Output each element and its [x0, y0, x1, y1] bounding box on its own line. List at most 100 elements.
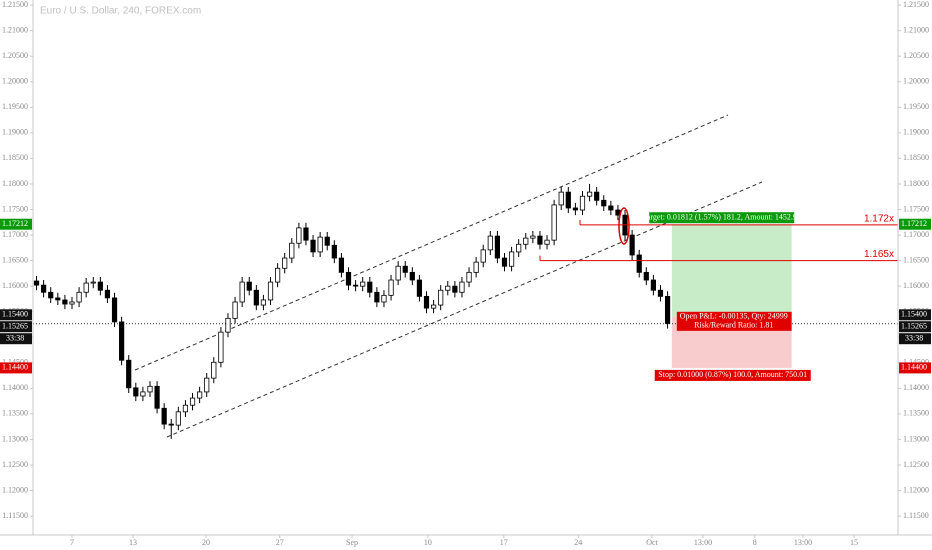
candle-body [523, 237, 529, 245]
y-tick-label: 1.17000 [903, 230, 929, 239]
candle-body [466, 271, 472, 283]
candle-body [90, 281, 96, 284]
candle-body [232, 301, 238, 319]
chart-title: Euro / U.S. Dollar, 240, FOREX.com [40, 6, 201, 17]
y-tick-label: 1.18000 [903, 179, 929, 188]
candle-body [572, 207, 578, 211]
x-tick-label: 24 [574, 538, 582, 547]
level-label: 1.172x [864, 213, 894, 224]
y-tick-label: 1.16500 [2, 255, 28, 264]
candle-body [48, 291, 54, 299]
pnl-label-box [676, 311, 792, 331]
candle-body [508, 251, 515, 267]
price-tag-box [0, 218, 32, 230]
plot-area [33, 183, 898, 439]
overlay: 1.172x 1.165x Target: 0.01812 (1.57%) 181.… [539, 212, 898, 381]
y-tick-label: 1.18500 [2, 153, 28, 162]
candle-body [565, 191, 571, 209]
y-tick-label: 1.14500 [2, 358, 28, 367]
position-zones [671, 224, 792, 368]
countdown-box [899, 333, 931, 345]
x-tick-label: 13 [129, 538, 137, 547]
x-tick-label: 10 [424, 538, 432, 547]
y-tick-label: 1.16000 [2, 281, 28, 290]
candle-body [409, 271, 415, 281]
x-tick-label: 15 [850, 538, 858, 547]
y-tick-label: 1.12000 [2, 485, 28, 494]
y-tick-label: 1.18500 [903, 153, 929, 162]
candle-body [55, 297, 61, 301]
y-tick-label: 1.17500 [2, 204, 28, 213]
candle-body [650, 279, 656, 291]
candle-body [197, 391, 203, 399]
candle-body [494, 235, 501, 259]
candle-body [289, 242, 295, 259]
price-tag-box [899, 362, 931, 374]
candle-body [636, 254, 642, 273]
candle-body [41, 284, 47, 293]
price-tag-box [899, 218, 931, 230]
highlight-ellipse [618, 207, 630, 245]
candle-body [445, 285, 451, 291]
candle-body [360, 281, 366, 287]
candle-body [395, 265, 401, 281]
candle-body [133, 387, 139, 397]
y-tick-label: 1.19000 [2, 128, 28, 137]
candle-body [310, 239, 316, 253]
y-tick-label: 1.19000 [903, 128, 929, 137]
candle-body [579, 195, 586, 211]
price-tag: 1.15265 [901, 322, 927, 331]
candle-body [530, 235, 536, 239]
price-tag-box [0, 362, 32, 374]
candle-body [558, 191, 564, 206]
candle-body [353, 284, 359, 287]
candle-body [282, 257, 288, 269]
candle-body [657, 289, 664, 297]
price-tag: 1.17212 [2, 219, 28, 228]
candle-body [296, 227, 302, 244]
x-tick-label: 7 [70, 538, 74, 547]
y-tick-label: 1.19500 [2, 102, 28, 111]
price-tag: 1.17212 [901, 219, 927, 228]
candle-body [516, 243, 522, 253]
candle-body [423, 295, 430, 309]
x-tick-label: 17 [500, 538, 508, 547]
y-tick-label: 1.18000 [2, 179, 28, 188]
price-tag-box [899, 321, 931, 333]
y-tick-label: 1.14000 [903, 383, 929, 392]
candle-body [62, 299, 68, 305]
candle-body [225, 317, 231, 333]
y-tick-label: 1.20000 [903, 77, 929, 86]
y-tick-label: 1.21500 [903, 0, 929, 9]
candle-body [586, 191, 593, 197]
target-label-box [649, 212, 795, 224]
candle-body [246, 281, 252, 291]
y-tick-label: 1.20500 [903, 51, 929, 60]
countdown: 33:38 [6, 334, 24, 343]
stop-label-box [654, 369, 811, 381]
y-tick-label: 1.17500 [903, 204, 929, 213]
y-tick-label: 1.11500 [903, 511, 929, 520]
candle-body [537, 235, 543, 245]
candle-body [544, 239, 550, 245]
price-tag-box [899, 309, 931, 321]
y-tick-label: 1.12000 [903, 485, 929, 494]
y-tick-label: 1.21000 [903, 25, 929, 34]
ratio-label: Risk/Reward Ratio: 1.81 [694, 321, 773, 330]
price-tag: 1.15400 [2, 310, 28, 319]
candle-body [551, 204, 557, 241]
candle-body [601, 199, 607, 207]
candle-body [267, 281, 274, 301]
channel-upper-line [134, 114, 729, 371]
stop-label: Stop: 0.01000 (0.87%) 100.0, Amount: 750… [658, 370, 807, 379]
y-tick-label: 1.13500 [2, 409, 28, 418]
candle-body [119, 321, 125, 361]
candle-body [388, 279, 394, 296]
candle-body [239, 281, 245, 303]
y-tick-label: 1.11500 [2, 511, 28, 520]
candle-body [97, 281, 103, 291]
candle-body [345, 271, 352, 286]
candle-body [416, 279, 423, 297]
candle-body [147, 385, 153, 393]
